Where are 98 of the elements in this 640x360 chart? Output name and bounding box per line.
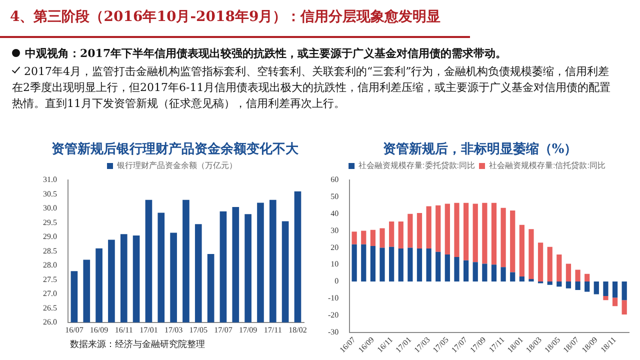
bar [389,221,394,247]
y-tick-label: 29.5 [43,218,57,227]
bar [463,202,469,260]
bar [584,274,590,282]
text: 中观视角：2017年下半年信用债表现出较强的抗跌性，或主要源于广义基金对信用债的需求带动。 [24,46,508,62]
bar [472,262,478,282]
bar [612,282,618,298]
bar [566,282,572,288]
bar [510,210,516,272]
y-tick-label: 27.0 [43,289,57,298]
bar [426,248,432,282]
bar [491,202,497,265]
legend-label: 银行理财产品资金余额（万亿元） [116,161,237,170]
y-tick-label: 30.5 [43,189,57,198]
bar [538,242,544,282]
bar [398,248,404,282]
bar [416,213,422,249]
bar [380,248,385,282]
source-note: 数据来源：经济与金融研究院整理 [70,338,206,351]
bar [547,246,552,282]
y-tick-label: 40 [330,208,339,218]
y-tick-label: -20 [328,310,339,320]
x-tick-label: 17/03 [164,325,183,334]
bar [500,267,506,282]
y-tick-label: 31.0 [43,175,57,184]
bar [398,221,404,249]
bar [622,282,627,300]
bar [612,298,618,306]
bar [361,244,366,282]
bar [463,260,469,282]
text: 4、第三阶段（2016年10月-2018年9月）：信用分层现象愈发明显 [10,8,441,26]
bar [380,228,385,248]
bar [519,276,524,282]
legend-label: 社会融资规模存量:信托贷款:同比 [489,161,606,170]
y-tick-label: -30 [328,327,339,336]
chart-title: 资管新规后银行理财产品资金余额变化不大 [50,140,300,158]
y-tick-label: 27.5 [43,274,57,284]
bar [603,296,608,300]
bar [575,270,580,282]
x-tick-label: 17/05 [189,325,208,334]
bar [547,282,552,285]
y-tick-label: 30.0 [43,204,57,213]
legend-label: 社会融资规模存量:委托贷款:同比 [358,161,476,170]
y-tick-label: 10 [330,260,339,269]
bar [352,232,357,244]
x-tick-label: 16/07 [65,325,84,334]
bar [454,202,460,258]
y-tick-label: 28.0 [43,260,57,270]
bar [528,229,534,280]
x-tick-label: 17/09 [238,325,258,334]
x-tick-label: 16/11 [114,325,133,334]
bar [482,202,488,264]
bar [556,282,562,287]
bar [444,204,450,254]
x-tick-label: 18/02 [288,325,307,334]
y-tick-label: 29.0 [43,232,57,242]
bar [584,282,590,292]
bar [370,230,376,246]
y-tick-label: 0 [334,276,339,286]
y-tick-label: 26.5 [43,303,57,312]
y-tick-label: 28.5 [43,246,57,256]
x-tick-label: 17/11 [264,325,282,334]
x-tick-label: 17/07 [214,325,232,334]
bar [622,300,627,315]
bar [408,248,413,282]
bar [408,214,413,248]
bar [436,205,441,252]
text: 2017年4月，监管打击金融机构监管指标套利、空转套利、关联套利的“三套利”行为，金融机构负债规模萎缩，信用利差在2季度出现明显上行，但2017年6-11月信用债表现出极大的抗跌性，信用利差压缩，或主要源于广义基金对信用债的配置热情。直到11月下发资管新规（征求意见稿），信用利差再次上行。 [12,64,612,112]
bar [594,282,599,294]
bar [352,244,357,282]
bar [491,264,497,282]
bar [575,282,580,290]
bar [556,254,562,282]
bar [603,282,608,296]
y-tick-label: 26.0 [43,317,57,326]
y-tick-label: -10 [328,294,339,303]
y-tick-label: 50 [330,192,339,202]
y-tick-label: 60 [330,175,339,184]
bar [454,257,460,282]
bar [370,246,376,282]
chart-title: 资管新规后，非标明显萎缩（%） [382,140,578,158]
bar [416,248,422,282]
bar [519,224,524,276]
bar [361,230,366,244]
y-tick-label: 20 [330,242,339,252]
bar [426,206,432,249]
y-tick-label: 30 [330,226,339,235]
bar [510,272,516,282]
bar [500,208,506,268]
bar [482,264,488,282]
bar [444,254,450,282]
bar [528,279,534,282]
bar [389,246,394,282]
x-tick-label: 17/01 [140,325,158,334]
x-tick-label: 16/09 [90,325,108,334]
bar [566,264,572,282]
bar [436,252,441,282]
bar [472,204,478,262]
